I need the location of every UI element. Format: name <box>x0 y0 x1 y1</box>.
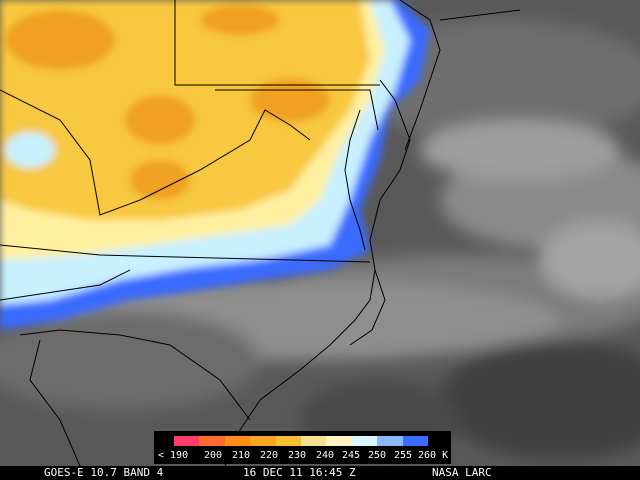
legend-color-swatch <box>326 436 352 446</box>
satellite-band-label: GOES-E 10.7 BAND 4 <box>44 466 164 479</box>
legend-label: 245 <box>342 450 361 461</box>
legend-color-swatch <box>224 436 251 446</box>
legend-color-swatch <box>199 436 225 446</box>
legend-color-swatch <box>351 436 378 446</box>
legend-label: 200 <box>204 450 223 461</box>
satellite-map <box>0 0 640 466</box>
legend-label: 230 <box>288 450 307 461</box>
legend-color-swatch <box>275 436 302 446</box>
state-line-va-nc <box>0 244 371 263</box>
image-timestamp: 16 DEC 11 16:45 Z <box>243 466 356 479</box>
long-island-shore <box>439 9 521 21</box>
legend-label: 210 <box>232 450 251 461</box>
boundary-lines <box>0 0 521 466</box>
legend-color-swatch <box>250 436 276 446</box>
legend-label: 255 <box>394 450 413 461</box>
legend-label: 250 <box>368 450 387 461</box>
legend-color-bar <box>174 436 429 446</box>
status-bar: GOES-E 10.7 BAND 4 16 DEC 11 16:45 Z NAS… <box>0 466 640 480</box>
temperature-legend: < 190 200 210 220 230 240 245 250 255 26… <box>154 431 451 464</box>
outer-banks <box>349 269 386 346</box>
legend-label: 220 <box>260 450 279 461</box>
coastline-nj-ny <box>399 0 441 151</box>
legend-labels: < 190 200 210 220 230 240 245 250 255 26… <box>154 449 451 463</box>
legend-color-swatch <box>174 436 200 446</box>
state-line-md-pa <box>215 89 379 131</box>
legend-label: 240 <box>316 450 335 461</box>
chesapeake-bay <box>344 109 366 251</box>
legend-color-swatch <box>377 436 403 446</box>
state-line-ky-tn <box>0 269 131 301</box>
coastline-mid-atlantic <box>224 79 411 466</box>
legend-label: < 190 <box>158 450 189 461</box>
legend-label: 260 K <box>418 450 449 461</box>
gray-cloud-texture <box>0 20 640 460</box>
legend-color-swatch <box>402 436 429 446</box>
legend-color-swatch <box>301 436 327 446</box>
state-line-pa-north <box>174 0 380 86</box>
state-line-ga-sc <box>29 339 81 466</box>
agency-label: NASA LARC <box>432 466 492 479</box>
state-line-nc-sc <box>19 329 251 421</box>
state-line-wv <box>0 89 311 216</box>
cold-cloud-shield <box>0 0 430 330</box>
